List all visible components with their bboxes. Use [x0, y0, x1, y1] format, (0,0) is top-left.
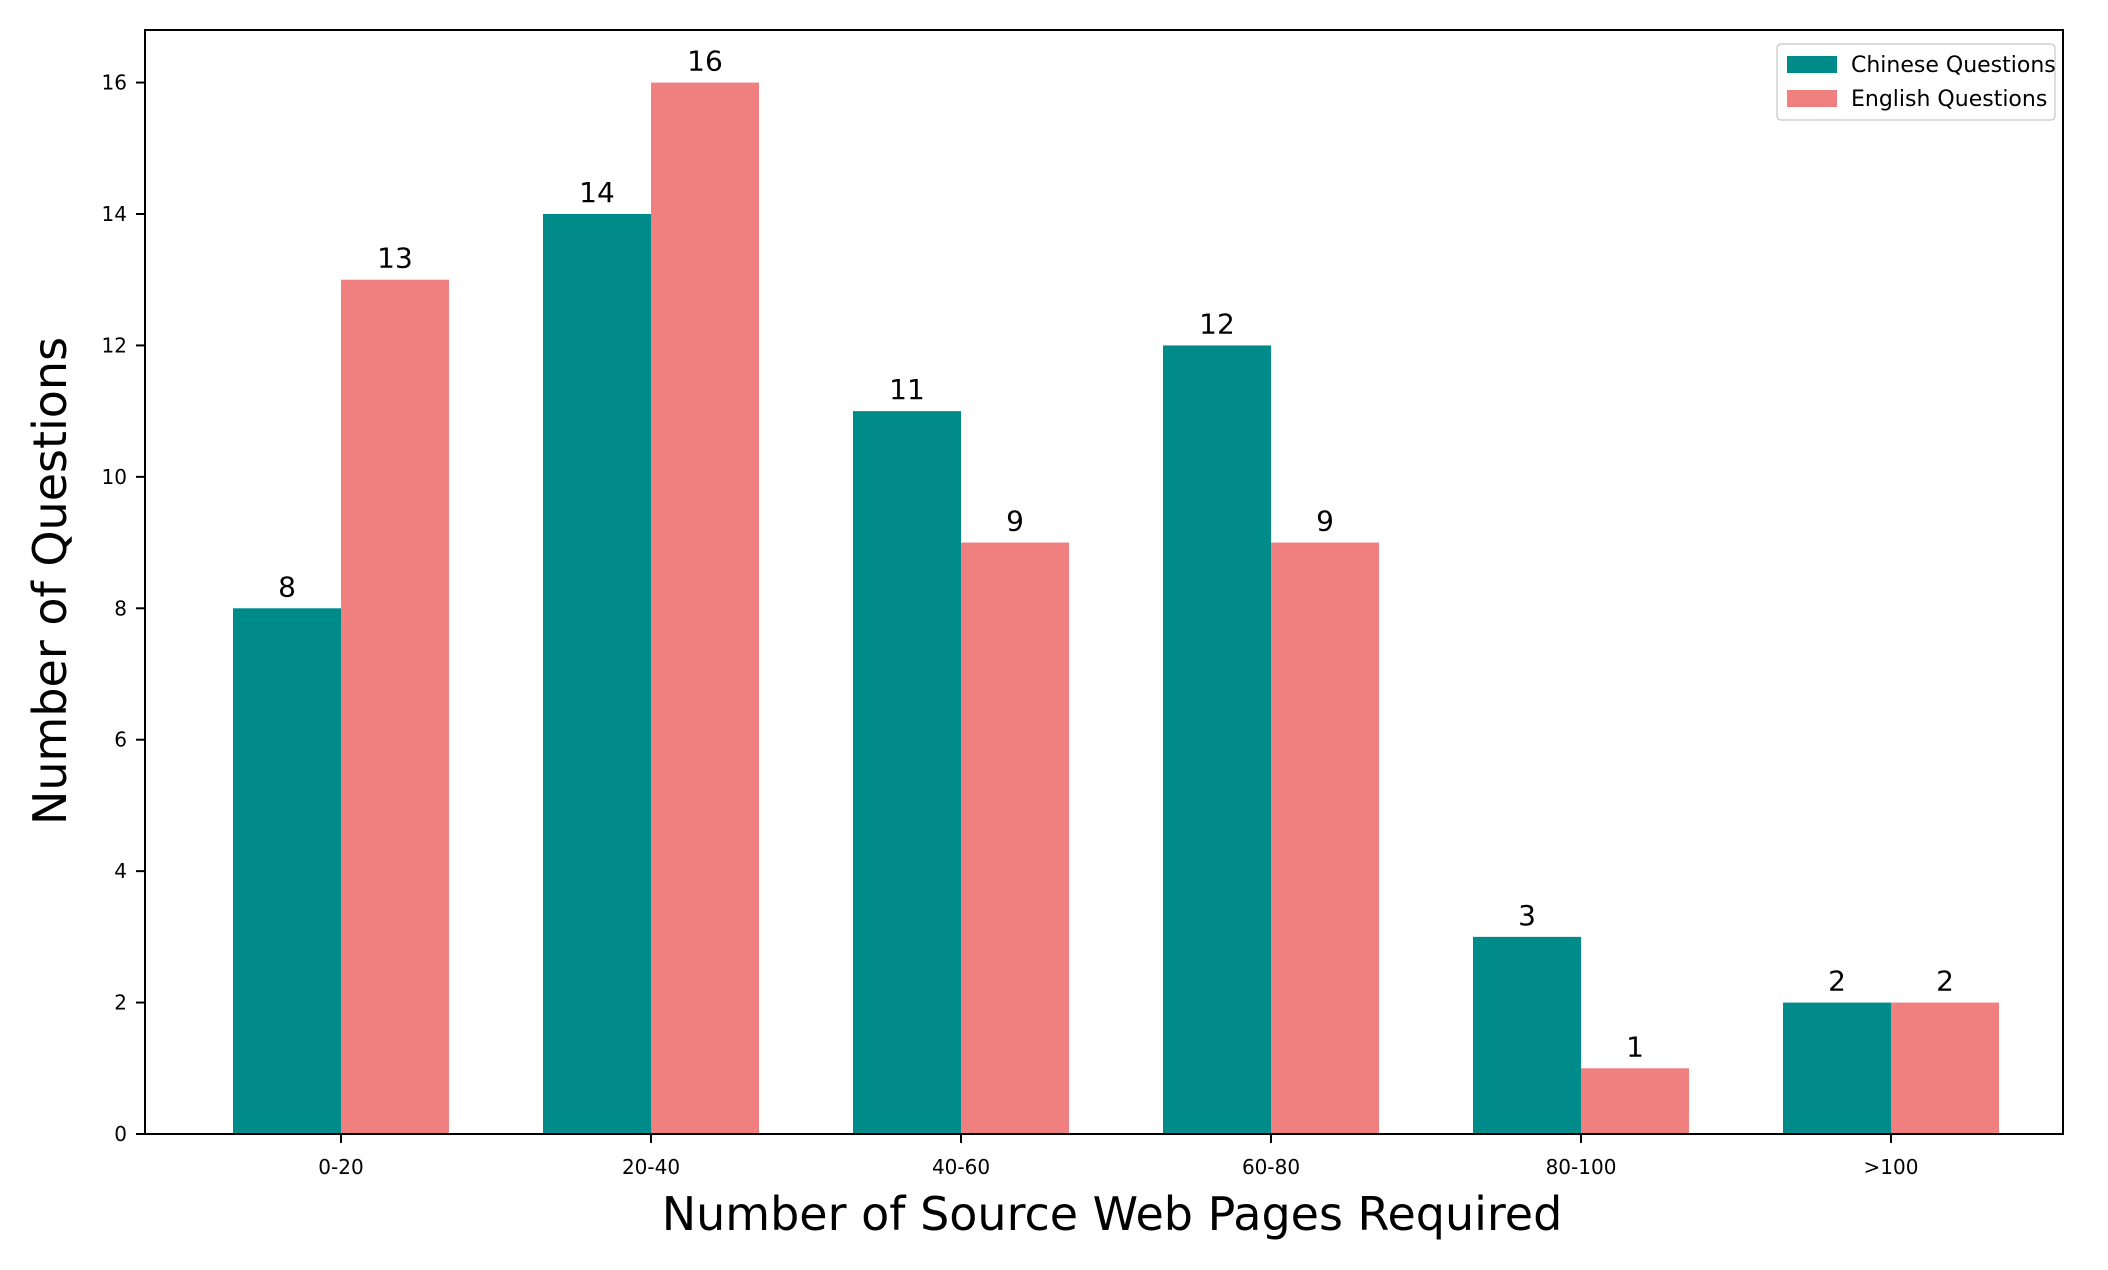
y-tick-label: 4	[114, 859, 127, 883]
y-tick-label: 16	[102, 71, 127, 95]
data-label: 2	[1936, 965, 1954, 998]
bar-chinese-2	[853, 411, 961, 1135]
data-label: 11	[889, 373, 925, 406]
y-tick-label: 14	[102, 202, 127, 226]
x-axis-title: Number of Source Web Pages Required	[662, 1187, 1563, 1241]
bar-english-2	[961, 542, 1069, 1134]
data-label: 9	[1316, 505, 1334, 538]
x-tick-label: 0-20	[318, 1155, 363, 1179]
legend: Chinese Questions English Questions	[1776, 43, 2056, 121]
y-tick-label: 0	[114, 1122, 127, 1146]
y-tick-label: 2	[114, 991, 127, 1015]
bars-layer	[233, 82, 1999, 1135]
bar-english-4	[1581, 1068, 1689, 1134]
bar-english-5	[1891, 1002, 1999, 1134]
x-tick-label: >100	[1864, 1155, 1919, 1179]
legend-box	[1776, 43, 2056, 121]
x-tick-label: 80-100	[1546, 1155, 1617, 1179]
x-tick-label: 20-40	[622, 1155, 680, 1179]
data-label: 9	[1006, 505, 1024, 538]
bar-chinese-0	[233, 608, 341, 1134]
bar-chinese-5	[1783, 1002, 1891, 1134]
bar-chinese-3	[1163, 345, 1271, 1134]
bar-english-3	[1271, 542, 1379, 1134]
x-tick-label: 60-80	[1242, 1155, 1300, 1179]
x-tick-label: 40-60	[932, 1155, 990, 1179]
legend-swatch	[1787, 90, 1837, 107]
legend-label: English Questions	[1851, 87, 2047, 112]
data-label: 13	[377, 242, 413, 275]
data-label: 3	[1518, 899, 1536, 932]
data-label: 1	[1626, 1030, 1644, 1063]
legend-label: Chinese Questions	[1851, 53, 2056, 78]
data-label: 16	[687, 45, 723, 78]
legend-swatch	[1787, 56, 1837, 73]
bar-english-1	[651, 82, 759, 1135]
y-axis-title: Number of Questions	[23, 337, 77, 825]
bar-english-0	[341, 279, 449, 1134]
data-label: 12	[1199, 307, 1235, 340]
y-tick-label: 6	[114, 728, 127, 752]
bar-chinese-4	[1473, 936, 1581, 1134]
bar-chinese-1	[543, 214, 651, 1134]
data-label: 2	[1828, 965, 1846, 998]
y-tick-label: 8	[114, 596, 127, 620]
data-label: 14	[579, 176, 615, 209]
y-tick-label: 12	[102, 333, 127, 357]
plot-frame	[144, 29, 2064, 1135]
y-tick-label: 10	[102, 465, 127, 489]
data-label: 8	[278, 570, 296, 603]
